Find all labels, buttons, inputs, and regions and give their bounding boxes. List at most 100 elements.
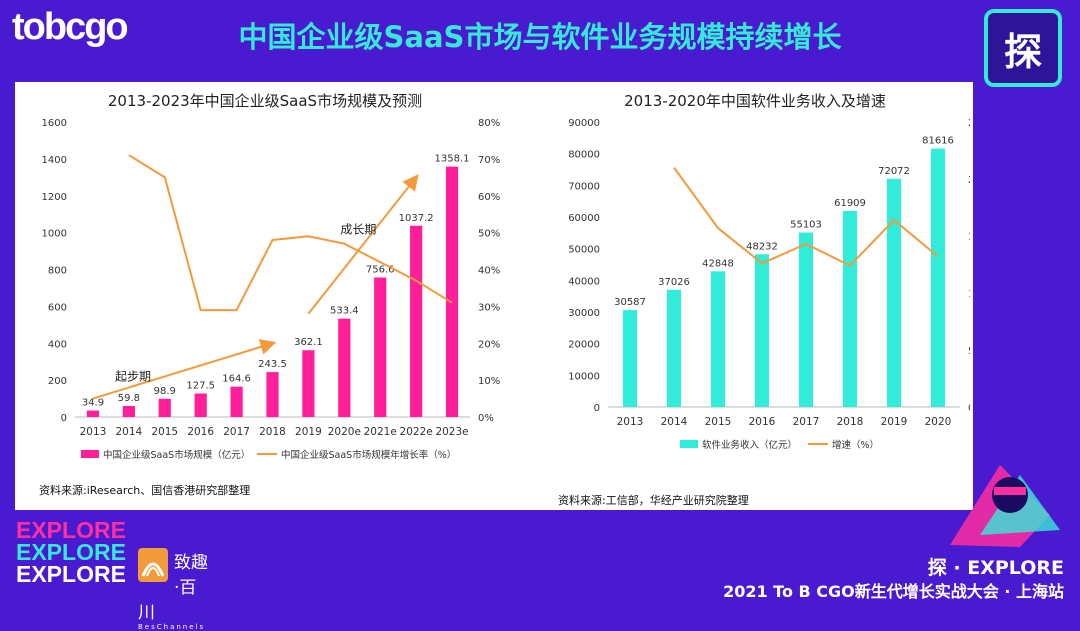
saas-x-tick: 2015	[151, 426, 178, 438]
saas-bar	[122, 405, 135, 417]
explore-text-teal: EXPLORE	[16, 539, 126, 565]
saas-x-tick: 2021e	[364, 426, 397, 438]
saas-y-tick: 1000	[42, 229, 67, 240]
stage-arrow	[307, 174, 419, 315]
event-slogan: 探 · EXPLORE	[927, 557, 1064, 579]
saas-bar	[338, 318, 351, 417]
saas-x-tick: 2022e	[400, 426, 433, 438]
software-bar	[710, 271, 726, 407]
software-x-tick: 2013	[617, 416, 644, 428]
saas-x-tick: 2014	[115, 426, 142, 438]
saas-x-tick: 2017	[223, 426, 250, 438]
event-name: 2021 To B CGO新生代增长实战大会 · 上海站	[723, 582, 1064, 601]
software-bar-label: 81616	[922, 136, 954, 147]
software-y-tick: 50000	[568, 245, 600, 256]
right-source-note: 资料来源:工信部，华经产业研究院整理	[558, 494, 749, 507]
software-y-tick: 60000	[568, 213, 600, 224]
software-bar	[930, 148, 946, 408]
saas-bar-label: 1358.1	[435, 154, 470, 165]
saas-bar-label: 756.6	[366, 265, 395, 276]
software-y-tick: 0	[594, 403, 600, 414]
saas-legend-line-label: 中国企业级SaaS市场规模年增长率（%）	[281, 449, 456, 460]
beschannels-icon	[138, 548, 168, 582]
software-y2-tick: 10%	[968, 289, 970, 300]
software-x-tick: 2019	[881, 416, 908, 428]
software-y-tick: 40000	[568, 276, 600, 287]
saas-x-tick: 2013	[80, 426, 107, 438]
software-y-tick: 30000	[568, 308, 600, 319]
explore-text-white: EXPLORE	[16, 561, 126, 587]
explore-badge: 探	[984, 9, 1062, 87]
software-bar-label: 48232	[746, 241, 778, 252]
saas-y-tick: 1400	[42, 155, 67, 166]
software-legend-line-label: 增速（%）	[832, 439, 879, 451]
saas-x-tick: 2016	[187, 426, 214, 438]
saas-y2-tick: 20%	[478, 339, 500, 350]
saas-bar-label: 243.5	[258, 359, 287, 370]
saas-bar-label: 34.9	[82, 398, 104, 409]
software-bar	[886, 178, 902, 407]
software-x-tick: 2018	[837, 416, 864, 428]
software-y-tick: 70000	[568, 181, 600, 192]
saas-bar	[194, 393, 207, 417]
right-chart-title: 2013-2020年中国软件业务收入及增速	[624, 92, 886, 110]
software-x-tick: 2020	[925, 416, 952, 428]
saas-growth-line	[128, 154, 453, 312]
saas-x-tick: 2019	[295, 426, 322, 438]
beschannels-logo: 致趣·百川 BesChannels	[138, 548, 211, 631]
saas-y-tick: 600	[48, 302, 67, 313]
saas-bar-label: 1037.2	[399, 213, 434, 224]
saas-bar-label: 59.8	[118, 393, 140, 404]
saas-y2-tick: 60%	[478, 192, 500, 203]
saas-bar	[302, 350, 315, 417]
software-y2-tick: 0%	[968, 403, 970, 414]
software-bar-label: 37026	[658, 277, 690, 288]
saas-y-tick: 1200	[42, 192, 67, 203]
page-title: 中国企业级SaaS市场与软件业务规模持续增长	[238, 20, 842, 54]
software-growth-line	[673, 167, 939, 267]
saas-y-tick: 400	[48, 339, 67, 350]
software-bar-label: 61909	[834, 198, 866, 209]
saas-y-tick: 0	[61, 413, 67, 424]
software-bar-label: 30587	[614, 297, 646, 308]
stage-arrow	[92, 339, 277, 400]
software-bar-label: 72072	[878, 166, 910, 177]
saas-y-tick: 200	[48, 376, 67, 387]
saas-bar	[410, 225, 423, 417]
software-x-tick: 2014	[661, 416, 688, 428]
saas-market-chart: 0 200 400 600 800 1000 1200 1400 1600 0% 10% 20% 30%…	[42, 118, 501, 460]
saas-y2-tick: 0%	[478, 413, 494, 424]
software-bar-label: 42848	[702, 258, 734, 269]
explore-text-pink: EXPLORE	[16, 517, 126, 543]
saas-y2-tick: 80%	[478, 118, 500, 129]
saas-bar-label: 533.4	[330, 306, 359, 317]
software-bar	[798, 232, 814, 407]
software-y-tick: 90000	[568, 118, 600, 129]
saas-y-tick: 1600	[42, 118, 67, 129]
saas-bar-label: 362.1	[294, 337, 323, 348]
brand-name-en: BesChannels	[138, 623, 206, 631]
left-source-note: 资料来源:iResearch、国信香港研究部整理	[39, 484, 251, 497]
software-y2-tick: 15%	[968, 232, 970, 243]
saas-x-tick: 2020e	[328, 426, 361, 438]
software-y2-tick: 25%	[968, 118, 970, 129]
software-bar	[622, 310, 638, 407]
saas-bar-label: 127.5	[186, 380, 215, 391]
tobcgo-logo: tobcgo	[12, 6, 129, 48]
saas-bar-label: 98.9	[154, 386, 176, 397]
software-bar	[754, 254, 770, 407]
saas-legend-bar-label: 中国企业级SaaS市场规模（亿元）	[103, 449, 250, 460]
software-y-tick: 10000	[568, 371, 600, 382]
chart-panel: 2013-2023年中国企业级SaaS市场规模及预测 2013-2020年中国软…	[15, 82, 973, 510]
mascot-illustration	[950, 465, 1060, 547]
software-x-tick: 2015	[705, 416, 732, 428]
saas-bar	[230, 386, 243, 417]
saas-bar	[445, 166, 459, 417]
software-bar	[842, 210, 858, 407]
saas-bar	[158, 398, 171, 417]
saas-y2-tick: 30%	[478, 302, 500, 313]
saas-x-tick: 2023e	[435, 426, 468, 438]
saas-bar	[266, 372, 279, 417]
saas-bar-label: 164.6	[222, 374, 251, 385]
software-y-tick: 20000	[568, 340, 600, 351]
